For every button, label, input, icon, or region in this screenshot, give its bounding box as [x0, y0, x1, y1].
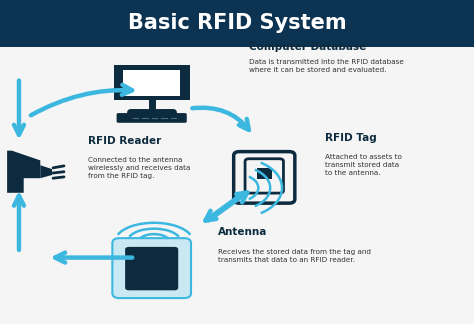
Text: RFID Reader: RFID Reader [88, 136, 161, 146]
FancyBboxPatch shape [123, 70, 180, 96]
Polygon shape [7, 151, 40, 193]
FancyBboxPatch shape [0, 0, 474, 47]
Text: Data is transmitted into the RFID database
where it can be stored and evaluated.: Data is transmitted into the RFID databa… [249, 59, 404, 74]
FancyBboxPatch shape [125, 247, 178, 290]
Text: RFID Tag: RFID Tag [325, 133, 376, 143]
Text: Attached to assets to
transmit stored data
to the antenna.: Attached to assets to transmit stored da… [325, 154, 401, 176]
FancyBboxPatch shape [117, 113, 187, 123]
Text: Connected to the antenna
wirelessly and receives data
from the RFID tag.: Connected to the antenna wirelessly and … [88, 157, 190, 179]
Text: Basic RFID System: Basic RFID System [128, 13, 346, 33]
FancyBboxPatch shape [114, 65, 190, 100]
Text: Antenna: Antenna [218, 227, 267, 237]
Polygon shape [40, 165, 52, 178]
Text: Computer Database: Computer Database [249, 42, 366, 52]
FancyBboxPatch shape [112, 238, 191, 298]
Text: Receives the stored data from the tag and
transmits that data to an RFID reader.: Receives the stored data from the tag an… [218, 249, 371, 263]
FancyBboxPatch shape [257, 168, 272, 179]
